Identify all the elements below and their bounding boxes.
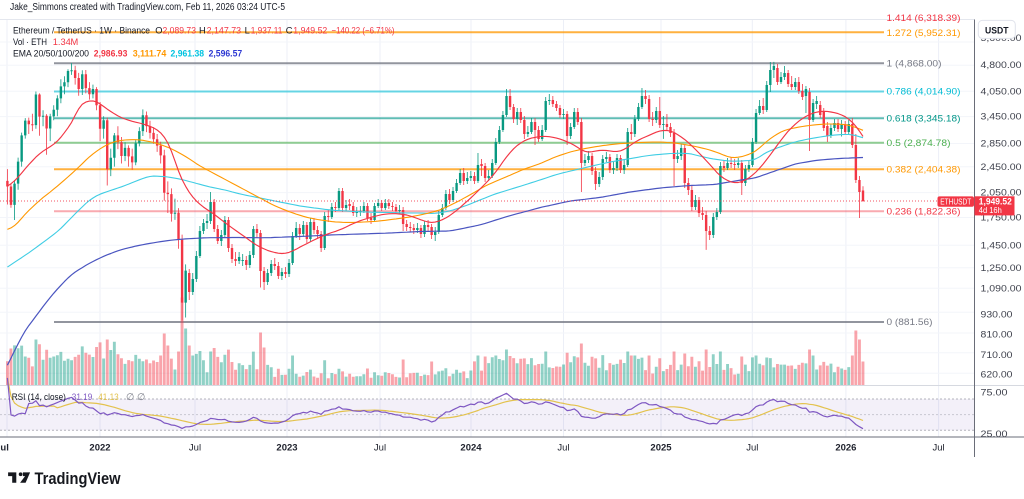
svg-text:Jul: Jul bbox=[557, 443, 569, 454]
svg-text:1,090.00: 1,090.00 bbox=[981, 283, 1022, 293]
svg-text:1,949.52: 1,949.52 bbox=[293, 26, 327, 36]
svg-text:∅: ∅ bbox=[126, 392, 134, 402]
svg-text:Jul: Jul bbox=[0, 443, 9, 454]
svg-text:Jul: Jul bbox=[189, 443, 201, 454]
svg-text:2,450.00: 2,450.00 bbox=[981, 162, 1022, 172]
svg-text:3,450.00: 3,450.00 bbox=[981, 112, 1022, 122]
svg-text:Jul: Jul bbox=[746, 443, 758, 454]
svg-text:2026: 2026 bbox=[835, 443, 856, 454]
svg-text:0.786 (4,014.90): 0.786 (4,014.90) bbox=[887, 87, 961, 97]
svg-text:2,986.93: 2,986.93 bbox=[94, 48, 128, 58]
svg-text:1,750.00: 1,750.00 bbox=[981, 213, 1022, 223]
svg-text:25.00: 25.00 bbox=[981, 429, 1008, 439]
svg-text:4,800.00: 4,800.00 bbox=[981, 60, 1022, 70]
svg-text:O: O bbox=[155, 26, 162, 36]
svg-text:2025: 2025 bbox=[650, 443, 672, 454]
svg-text:4d 16h: 4d 16h bbox=[979, 206, 1002, 215]
svg-text:M: M bbox=[71, 37, 79, 47]
svg-text:2,596.57: 2,596.57 bbox=[209, 48, 243, 58]
svg-text:2022: 2022 bbox=[89, 443, 110, 454]
svg-text:0.236 (1,822.36): 0.236 (1,822.36) bbox=[887, 206, 961, 216]
svg-text:RSI (14, close): RSI (14, close) bbox=[12, 392, 66, 402]
svg-text:TradingView: TradingView bbox=[35, 470, 121, 488]
svg-text:2,147.73: 2,147.73 bbox=[207, 26, 242, 36]
svg-text:2024: 2024 bbox=[460, 443, 482, 454]
svg-text:L: L bbox=[245, 26, 250, 36]
svg-text:1.34: 1.34 bbox=[53, 37, 71, 47]
svg-text:3,111.74: 3,111.74 bbox=[133, 48, 167, 58]
svg-text:0.5 (2,874.78): 0.5 (2,874.78) bbox=[887, 138, 951, 148]
svg-text:ETHUSDT: ETHUSDT bbox=[940, 197, 971, 206]
svg-text:620.00: 620.00 bbox=[981, 369, 1013, 379]
svg-text:1,949.52: 1,949.52 bbox=[979, 196, 1012, 206]
svg-text:Jul: Jul bbox=[933, 443, 945, 454]
svg-text:1,250.00: 1,250.00 bbox=[981, 263, 1022, 273]
svg-text:1 (4,868.00): 1 (4,868.00) bbox=[887, 59, 942, 69]
svg-text:41.13: 41.13 bbox=[98, 392, 119, 402]
svg-text:1,450.00: 1,450.00 bbox=[981, 240, 1022, 250]
svg-text:810.00: 810.00 bbox=[981, 330, 1013, 340]
svg-text:USDT: USDT bbox=[985, 25, 1009, 36]
svg-text:0.382 (2,404.38): 0.382 (2,404.38) bbox=[887, 164, 961, 174]
svg-text:75.00: 75.00 bbox=[981, 388, 1008, 398]
svg-text:0.618 (3,345.18): 0.618 (3,345.18) bbox=[887, 114, 961, 124]
svg-text:4,050.00: 4,050.00 bbox=[981, 86, 1022, 96]
svg-text:1.414 (6,318.39): 1.414 (6,318.39) bbox=[887, 13, 961, 23]
svg-text:H: H bbox=[199, 26, 206, 36]
svg-text:Vol · ETH: Vol · ETH bbox=[13, 37, 47, 47]
svg-text:C: C bbox=[286, 26, 293, 36]
svg-text:2,050.00: 2,050.00 bbox=[981, 188, 1022, 198]
svg-text:1,937.11: 1,937.11 bbox=[251, 26, 282, 36]
svg-text:Jul: Jul bbox=[374, 443, 386, 454]
svg-text:31.19: 31.19 bbox=[72, 392, 93, 402]
svg-text:930.00: 930.00 bbox=[981, 309, 1013, 319]
svg-text:710.00: 710.00 bbox=[981, 350, 1013, 360]
svg-text:2,089.73: 2,089.73 bbox=[163, 26, 197, 36]
svg-text:1.272 (5,952.31): 1.272 (5,952.31) bbox=[887, 28, 961, 38]
svg-text:2023: 2023 bbox=[276, 443, 297, 454]
svg-text:2,850.00: 2,850.00 bbox=[981, 139, 1022, 149]
svg-text:∅: ∅ bbox=[137, 392, 145, 402]
svg-text:EMA 20/50/100/200: EMA 20/50/100/200 bbox=[13, 48, 89, 58]
svg-text:2,961.38: 2,961.38 bbox=[171, 48, 205, 58]
svg-text:−140.22 (−6.71%): −140.22 (−6.71%) bbox=[332, 26, 395, 36]
svg-text:Jake_Simmons created with Trad: Jake_Simmons created with TradingView.co… bbox=[10, 2, 285, 13]
svg-text:0 (881.56): 0 (881.56) bbox=[887, 317, 933, 327]
svg-text:Ethereum / TetherUS · 1W · Bin: Ethereum / TetherUS · 1W · Binance bbox=[13, 26, 150, 36]
